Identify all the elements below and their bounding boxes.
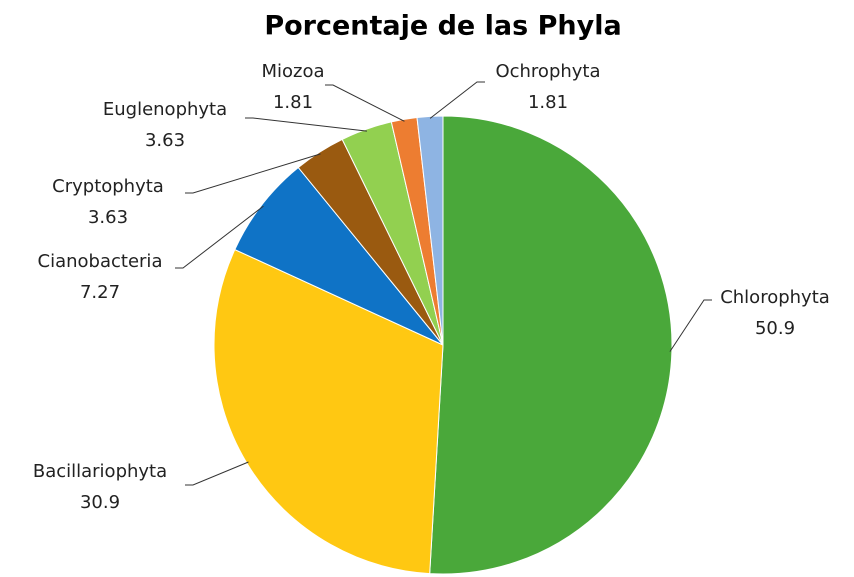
- pie-slice: [416, 115, 444, 346]
- slice-label: Cianobacteria: [38, 251, 163, 272]
- leader-line: [325, 84, 405, 122]
- leader-line: [429, 81, 485, 119]
- slice-label: Miozoa: [261, 61, 324, 82]
- slice-value: 50.9: [755, 318, 795, 339]
- slice-label: Bacillariophyta: [33, 461, 167, 482]
- leader-line: [185, 153, 321, 194]
- slice-value: 1.81: [273, 92, 313, 113]
- pie-slice: [234, 166, 444, 346]
- slice-label: Chlorophyta: [720, 287, 830, 308]
- slice-label: Ochrophyta: [495, 61, 600, 82]
- pie-slice: [429, 115, 673, 575]
- chart-title: Porcentaje de las Phyla: [264, 11, 621, 42]
- slice-value: 1.81: [528, 92, 568, 113]
- slice-value: 3.63: [145, 130, 185, 151]
- slice-value: 7.27: [80, 282, 120, 303]
- slice-value: 3.63: [88, 207, 128, 228]
- slice-label: Euglenophyta: [103, 99, 227, 120]
- slice-label: Cryptophyta: [52, 176, 164, 197]
- slice-value: 30.9: [80, 492, 120, 513]
- leader-line: [245, 117, 368, 132]
- leader-line: [669, 299, 712, 352]
- leader-line: [185, 461, 249, 486]
- leader-line: [175, 205, 264, 269]
